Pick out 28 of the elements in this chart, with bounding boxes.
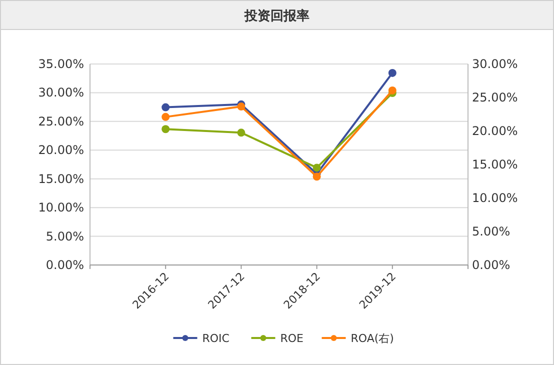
y2-tick-label: 15.00% <box>472 158 518 172</box>
chart-title: 投资回报率 <box>244 8 310 24</box>
y-tick-label: 0.00% <box>46 258 84 272</box>
y-tick-label: 20.00% <box>38 143 84 158</box>
legend-label: ROE <box>280 332 304 345</box>
point <box>237 102 246 111</box>
y2-tick-label: 0.00% <box>472 258 510 272</box>
point <box>312 164 321 172</box>
legend-label: ROIC <box>202 332 230 345</box>
legend-label: ROA(右) <box>350 332 394 345</box>
point <box>162 112 170 121</box>
y-tick-label: 15.00% <box>38 172 84 186</box>
y2-tick-label: 30.00% <box>472 57 518 71</box>
point <box>162 103 170 112</box>
y2-tick-label: 5.00% <box>472 224 510 238</box>
y-tick-label: 5.00% <box>46 229 84 244</box>
y2-tick-label: 25.00% <box>472 90 518 104</box>
y-tick-label: 25.00% <box>38 114 84 128</box>
y-tick-label: 35.00% <box>38 57 84 71</box>
y2-tick-label: 20.00% <box>472 124 518 138</box>
point <box>312 172 321 181</box>
y-tick-label: 30.00% <box>38 86 84 100</box>
point <box>388 68 396 77</box>
point <box>162 125 170 134</box>
y-tick-label: 10.00% <box>38 200 84 215</box>
point <box>237 128 246 137</box>
y2-tick-label: 10.00% <box>472 191 518 205</box>
point <box>388 86 396 94</box>
